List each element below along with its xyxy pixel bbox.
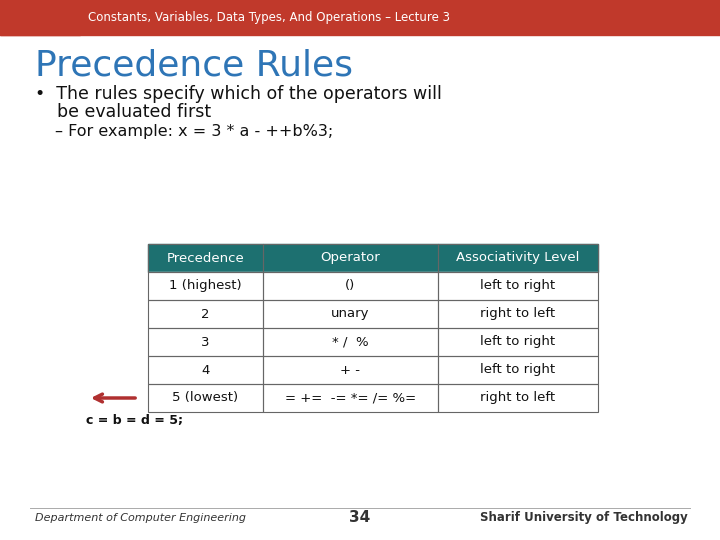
Bar <box>263 384 438 412</box>
Text: 5 (lowest): 5 (lowest) <box>172 392 238 404</box>
Text: left to right: left to right <box>480 363 556 376</box>
Text: 4: 4 <box>202 363 210 376</box>
Text: •  The rules specify which of the operators will: • The rules specify which of the operato… <box>35 85 442 103</box>
Bar <box>263 328 438 356</box>
Text: Associativity Level: Associativity Level <box>456 252 580 265</box>
Text: unary: unary <box>331 307 370 321</box>
Text: (): () <box>346 280 356 293</box>
Bar <box>148 300 263 328</box>
Bar <box>263 356 438 384</box>
Bar <box>263 300 438 328</box>
Bar <box>438 356 598 384</box>
Bar <box>263 356 438 384</box>
Bar <box>438 272 598 300</box>
Text: + -: + - <box>341 363 361 376</box>
Text: Department of Computer Engineering: Department of Computer Engineering <box>35 513 246 523</box>
Text: left to right: left to right <box>480 280 556 293</box>
Text: right to left: right to left <box>480 307 556 321</box>
Text: 3: 3 <box>202 335 210 348</box>
Text: 2: 2 <box>202 307 210 321</box>
Text: right to left: right to left <box>480 392 556 404</box>
Bar <box>438 328 598 356</box>
Text: Sharif University of Technology: Sharif University of Technology <box>480 511 688 524</box>
Bar <box>148 384 263 412</box>
Bar <box>263 328 438 356</box>
Bar <box>263 244 438 272</box>
Bar <box>263 272 438 300</box>
Bar <box>148 300 263 328</box>
Text: c = b = d = 5;: c = b = d = 5; <box>86 414 183 427</box>
Text: 34: 34 <box>349 510 371 525</box>
Bar <box>0 0 80 35</box>
Bar <box>148 244 263 272</box>
Bar <box>438 384 598 412</box>
Text: = +=  -= *= /= %=: = += -= *= /= %= <box>285 392 416 404</box>
Bar <box>438 300 598 328</box>
Bar <box>148 384 263 412</box>
Bar <box>438 300 598 328</box>
Text: Constants, Variables, Data Types, And Operations – Lecture 3: Constants, Variables, Data Types, And Op… <box>88 11 450 24</box>
Bar <box>148 272 263 300</box>
Bar <box>0 0 720 35</box>
Bar <box>438 272 598 300</box>
Text: 1 (highest): 1 (highest) <box>169 280 242 293</box>
Bar <box>438 244 598 272</box>
Text: left to right: left to right <box>480 335 556 348</box>
Text: * /  %: * / % <box>332 335 369 348</box>
Bar <box>148 328 263 356</box>
Text: Precedence Rules: Precedence Rules <box>35 48 353 82</box>
Bar <box>148 356 263 384</box>
Bar <box>148 356 263 384</box>
Text: be evaluated first: be evaluated first <box>35 103 211 121</box>
Bar <box>438 328 598 356</box>
Bar <box>148 328 263 356</box>
Bar <box>438 356 598 384</box>
Bar <box>438 244 598 272</box>
Text: Operator: Operator <box>320 252 380 265</box>
Bar <box>148 272 263 300</box>
Bar <box>263 300 438 328</box>
Bar <box>438 384 598 412</box>
Bar <box>263 244 438 272</box>
Bar <box>148 244 263 272</box>
Text: Precedence: Precedence <box>166 252 244 265</box>
Bar <box>263 272 438 300</box>
Text: – For example: x = 3 * a - ++b%3;: – For example: x = 3 * a - ++b%3; <box>55 124 333 139</box>
Bar <box>263 384 438 412</box>
